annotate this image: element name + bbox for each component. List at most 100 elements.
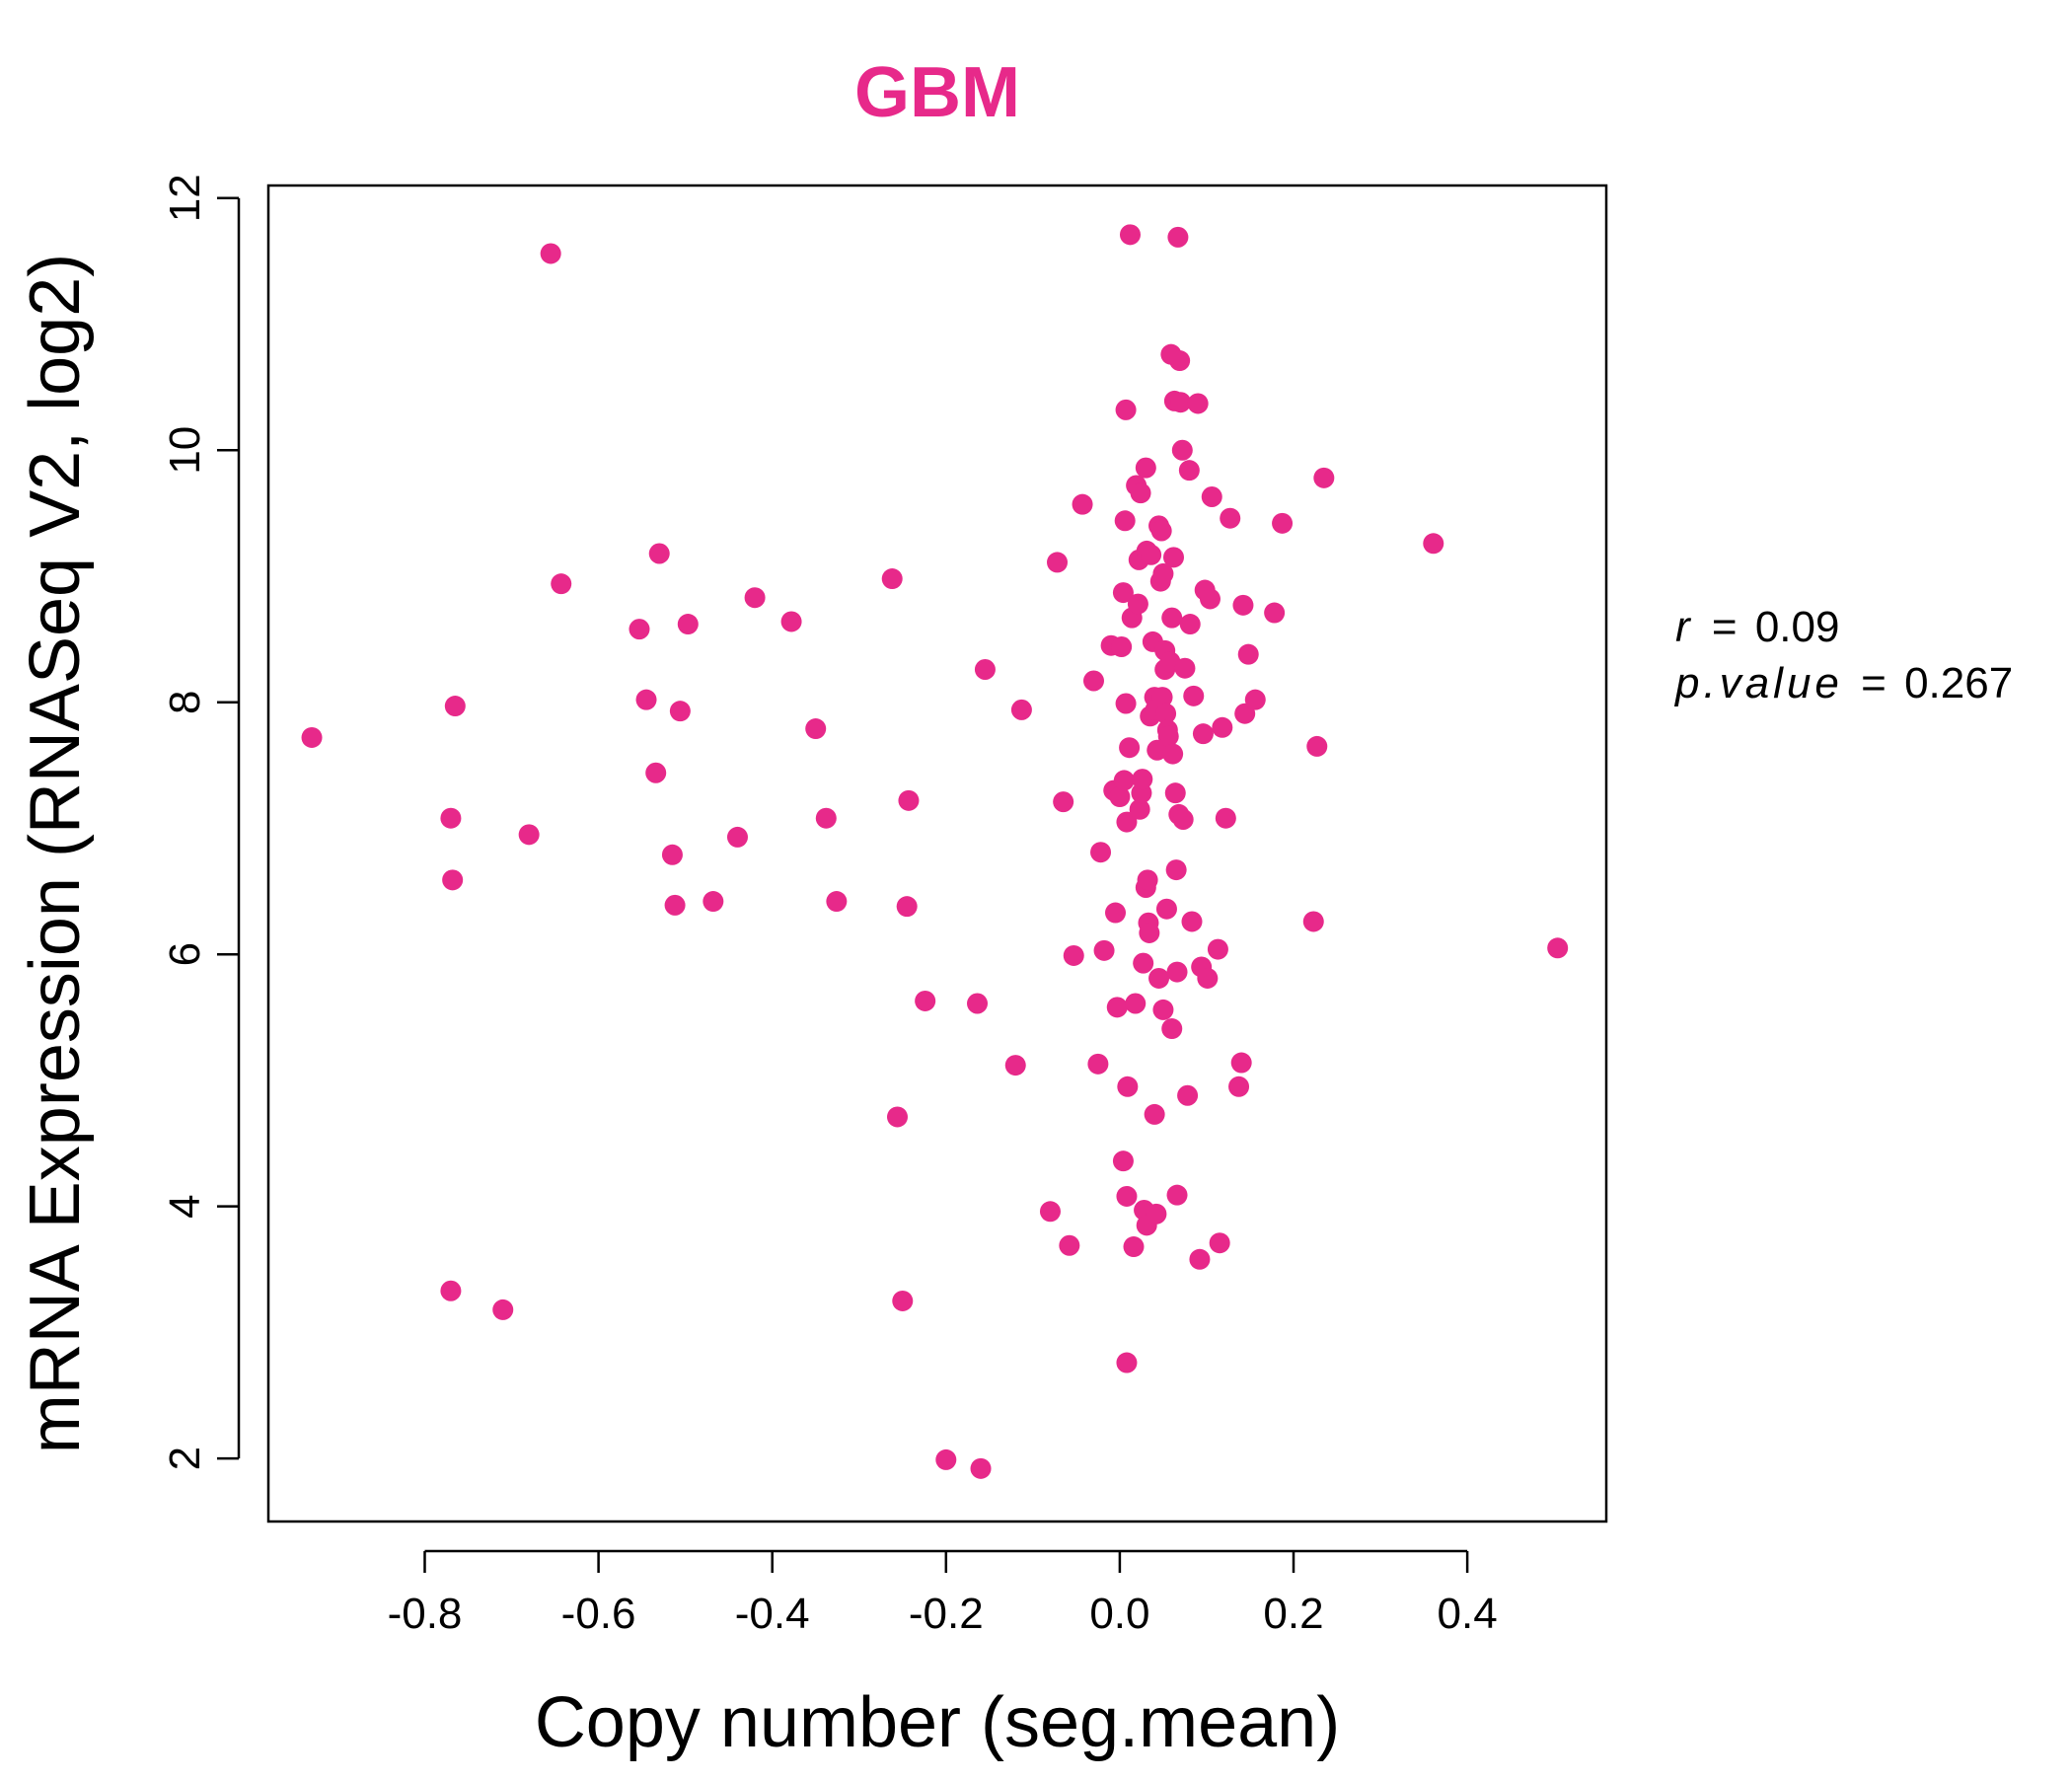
data-point — [629, 619, 650, 640]
data-point — [1152, 999, 1174, 1020]
r-stat-equals: = — [1712, 603, 1738, 651]
data-point — [1189, 1248, 1211, 1270]
x-tick-label: 0.2 — [1263, 1590, 1323, 1638]
data-point — [1181, 911, 1203, 932]
data-point — [1039, 1201, 1061, 1223]
data-point — [896, 896, 918, 918]
data-point — [1232, 594, 1254, 616]
data-point — [1162, 743, 1184, 765]
data-point — [1161, 607, 1183, 629]
data-point — [1133, 952, 1154, 974]
data-point — [1228, 1076, 1250, 1097]
y-tick-label: 2 — [161, 1447, 209, 1470]
data-point — [1106, 997, 1128, 1018]
data-point — [1178, 460, 1200, 482]
data-point — [1112, 1150, 1134, 1172]
data-point — [664, 894, 686, 916]
data-point — [1170, 392, 1192, 413]
data-point — [1150, 520, 1172, 542]
data-point — [492, 1299, 514, 1320]
data-point — [1187, 393, 1209, 414]
data-point — [826, 891, 848, 913]
data-point — [1215, 807, 1236, 829]
data-point — [1123, 1236, 1145, 1258]
data-point — [1116, 811, 1138, 833]
data-point — [1063, 944, 1084, 966]
data-point — [1157, 725, 1179, 747]
data-point — [677, 614, 699, 635]
data-point — [1164, 782, 1186, 804]
data-point — [1163, 547, 1185, 568]
data-point — [1197, 967, 1219, 989]
data-point — [1244, 689, 1266, 710]
r-stat-value: 0.09 — [1755, 603, 1840, 651]
data-point — [1141, 544, 1162, 565]
y-tick-label: 4 — [161, 1194, 209, 1218]
data-point — [1111, 636, 1133, 658]
data-point — [1237, 643, 1259, 665]
data-point — [440, 1280, 462, 1301]
data-point — [1146, 1203, 1167, 1224]
data-point — [1166, 961, 1188, 983]
data-point — [1109, 786, 1131, 808]
data-point — [1082, 670, 1104, 692]
data-point — [1155, 898, 1177, 920]
data-point — [1172, 809, 1194, 831]
data-point — [967, 993, 989, 1014]
data-point — [1302, 911, 1324, 932]
p-stat-equals: = — [1861, 659, 1887, 707]
data-point — [1116, 1185, 1138, 1207]
correlation-stats: r = 0.09 p.value = 0.267 — [1673, 603, 2013, 707]
x-tick-label: -0.2 — [909, 1590, 984, 1638]
plot-frame — [266, 184, 1608, 1523]
data-point — [970, 1457, 992, 1479]
data-point — [1169, 350, 1191, 372]
data-point — [935, 1448, 957, 1470]
data-point — [1135, 457, 1156, 479]
data-point — [1151, 687, 1173, 708]
y-tick-label: 12 — [161, 174, 209, 222]
data-point — [1115, 693, 1137, 714]
data-point — [1423, 533, 1444, 555]
data-point — [1152, 562, 1174, 584]
data-point — [444, 696, 466, 717]
points-layer — [301, 224, 1569, 1479]
data-point — [1547, 937, 1569, 959]
data-point — [1010, 699, 1032, 720]
data-point — [1171, 439, 1193, 461]
data-point — [1137, 869, 1158, 891]
data-point — [744, 587, 766, 609]
data-point — [1148, 967, 1170, 989]
data-point — [1112, 582, 1134, 604]
data-point — [551, 573, 572, 595]
data-point — [886, 1106, 908, 1128]
data-point — [1174, 657, 1196, 679]
data-point — [440, 807, 462, 829]
data-point — [669, 701, 691, 722]
data-point — [1192, 723, 1214, 745]
data-point — [661, 844, 683, 865]
data-point — [1209, 1232, 1230, 1254]
p-stat-line: p.value = 0.267 — [1673, 659, 2013, 707]
p-stat-label: p.value — [1673, 659, 1843, 707]
data-point — [805, 718, 827, 740]
data-point — [442, 869, 464, 891]
data-point — [1306, 735, 1328, 757]
x-tick-label: -0.8 — [388, 1590, 463, 1638]
data-point — [1105, 902, 1127, 924]
data-point — [1127, 593, 1148, 615]
data-point — [1166, 1184, 1188, 1206]
data-point — [1207, 938, 1228, 960]
data-point — [1144, 1103, 1165, 1125]
chart-title: GBM — [854, 53, 1020, 132]
y-tick-label: 6 — [161, 942, 209, 966]
data-point — [1119, 737, 1141, 759]
data-point — [1132, 769, 1153, 790]
p-stat-value: 0.267 — [1904, 659, 2013, 707]
data-point — [1004, 1055, 1026, 1076]
r-stat-label: r — [1675, 603, 1692, 651]
data-point — [815, 807, 837, 829]
data-point — [1220, 507, 1241, 529]
